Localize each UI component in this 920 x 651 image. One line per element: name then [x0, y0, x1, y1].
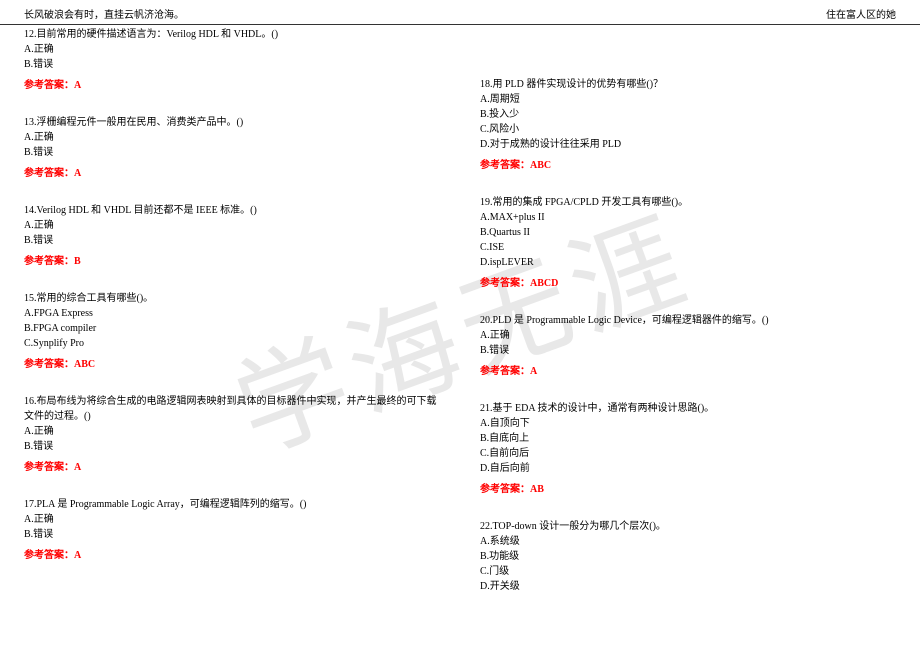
option-item: A.自顶向下 [480, 416, 896, 431]
question-block: 22.TOP-down 设计一般分为哪几个层次()。A.系统级B.功能级C.门级… [480, 519, 896, 594]
answer-text: 参考答案：AB [480, 482, 896, 497]
option-item: A.正确 [24, 42, 440, 57]
question-block: 17.PLA 是 Programmable Logic Array，可编程逻辑阵… [24, 497, 440, 563]
right-column: 18.用 PLD 器件实现设计的优势有哪些()？A.周期短B.投入少C.风险小D… [460, 27, 896, 616]
option-item: C.风险小 [480, 122, 896, 137]
page-header: 长风破浪会有时，直挂云帆济沧海。 住在富人区的她 [0, 0, 920, 25]
question-text: 20.PLD 是 Programmable Logic Device，可编程逻辑… [480, 313, 896, 328]
option-item: D.ispLEVER [480, 255, 896, 270]
question-text: 15.常用的综合工具有哪些()。 [24, 291, 440, 306]
header-left: 长风破浪会有时，直挂云帆济沧海。 [24, 6, 184, 21]
answer-text: 参考答案：B [24, 254, 440, 269]
question-options: A.正确B.错误 [480, 328, 896, 358]
question-text: 22.TOP-down 设计一般分为哪几个层次()。 [480, 519, 896, 534]
option-item: C.Synplify Pro [24, 336, 440, 351]
option-item: D.自后向前 [480, 461, 896, 476]
option-item: B.错误 [480, 343, 896, 358]
question-options: A.自顶向下B.自底向上C.自前向后D.自后向前 [480, 416, 896, 476]
answer-text: 参考答案：ABCD [480, 276, 896, 291]
option-item: B.Quartus II [480, 225, 896, 240]
option-item: A.正确 [480, 328, 896, 343]
answer-text: 参考答案：A [480, 364, 896, 379]
question-text: 16.布局布线为将综合生成的电路逻辑网表映射到具体的目标器件中实现，并产生最终的… [24, 394, 440, 424]
content-area: 12.目前常用的硬件描述语言为：Verilog HDL 和 VHDL。()A.正… [0, 25, 920, 616]
option-item: A.正确 [24, 218, 440, 233]
question-options: A.正确B.错误 [24, 424, 440, 454]
answer-text: 参考答案：A [24, 166, 440, 181]
option-item: A.周期短 [480, 92, 896, 107]
option-item: A.MAX+plus II [480, 210, 896, 225]
option-item: C.门级 [480, 564, 896, 579]
option-item: B.自底向上 [480, 431, 896, 446]
question-block: 15.常用的综合工具有哪些()。A.FPGA ExpressB.FPGA com… [24, 291, 440, 372]
answer-text: 参考答案：ABC [24, 357, 440, 372]
question-block: 18.用 PLD 器件实现设计的优势有哪些()？A.周期短B.投入少C.风险小D… [480, 77, 896, 173]
option-item: A.正确 [24, 130, 440, 145]
question-options: A.系统级B.功能级C.门级D.开关级 [480, 534, 896, 594]
option-item: A.正确 [24, 512, 440, 527]
question-block: 21.基于 EDA 技术的设计中，通常有两种设计思路()。A.自顶向下B.自底向… [480, 401, 896, 497]
option-item: A.FPGA Express [24, 306, 440, 321]
option-item: D.开关级 [480, 579, 896, 594]
answer-text: 参考答案：A [24, 548, 440, 563]
option-item: C.自前向后 [480, 446, 896, 461]
header-right: 住在富人区的她 [826, 6, 896, 21]
question-text: 21.基于 EDA 技术的设计中，通常有两种设计思路()。 [480, 401, 896, 416]
option-item: B.FPGA compiler [24, 321, 440, 336]
question-text: 13.浮栅编程元件一般用在民用、消费类产品中。() [24, 115, 440, 130]
question-options: A.FPGA ExpressB.FPGA compilerC.Synplify … [24, 306, 440, 351]
question-block: 16.布局布线为将综合生成的电路逻辑网表映射到具体的目标器件中实现，并产生最终的… [24, 394, 440, 475]
option-item: C.ISE [480, 240, 896, 255]
question-options: A.正确B.错误 [24, 512, 440, 542]
option-item: B.投入少 [480, 107, 896, 122]
question-block: 14.Verilog HDL 和 VHDL 目前还都不是 IEEE 标准。()A… [24, 203, 440, 269]
option-item: B.错误 [24, 439, 440, 454]
option-item: B.错误 [24, 57, 440, 72]
question-options: A.正确B.错误 [24, 218, 440, 248]
question-text: 14.Verilog HDL 和 VHDL 目前还都不是 IEEE 标准。() [24, 203, 440, 218]
option-item: B.错误 [24, 145, 440, 160]
question-block: 19.常用的集成 FPGA/CPLD 开发工具有哪些()。A.MAX+plus … [480, 195, 896, 291]
question-options: A.正确B.错误 [24, 130, 440, 160]
option-item: A.正确 [24, 424, 440, 439]
answer-text: 参考答案：A [24, 460, 440, 475]
question-options: A.正确B.错误 [24, 42, 440, 72]
question-options: A.MAX+plus IIB.Quartus IIC.ISED.ispLEVER [480, 210, 896, 270]
option-item: B.功能级 [480, 549, 896, 564]
question-text: 18.用 PLD 器件实现设计的优势有哪些()？ [480, 77, 896, 92]
question-options: A.周期短B.投入少C.风险小D.对于成熟的设计往往采用 PLD [480, 92, 896, 152]
question-text: 19.常用的集成 FPGA/CPLD 开发工具有哪些()。 [480, 195, 896, 210]
option-item: B.错误 [24, 233, 440, 248]
question-text: 17.PLA 是 Programmable Logic Array，可编程逻辑阵… [24, 497, 440, 512]
answer-text: 参考答案：A [24, 78, 440, 93]
option-item: D.对于成熟的设计往往采用 PLD [480, 137, 896, 152]
question-block: 12.目前常用的硬件描述语言为：Verilog HDL 和 VHDL。()A.正… [24, 27, 440, 93]
option-item: B.错误 [24, 527, 440, 542]
left-column: 12.目前常用的硬件描述语言为：Verilog HDL 和 VHDL。()A.正… [24, 27, 460, 616]
question-text: 12.目前常用的硬件描述语言为：Verilog HDL 和 VHDL。() [24, 27, 440, 42]
question-block: 20.PLD 是 Programmable Logic Device，可编程逻辑… [480, 313, 896, 379]
question-block: 13.浮栅编程元件一般用在民用、消费类产品中。()A.正确B.错误参考答案：A [24, 115, 440, 181]
option-item: A.系统级 [480, 534, 896, 549]
answer-text: 参考答案：ABC [480, 158, 896, 173]
